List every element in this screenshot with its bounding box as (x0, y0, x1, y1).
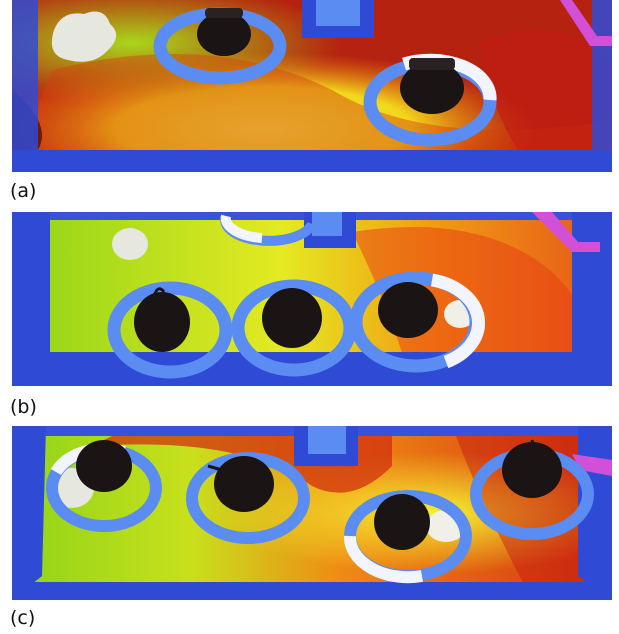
panel-b-photo (12, 212, 612, 386)
panel-a-photo (12, 0, 612, 172)
panel-c-photo (12, 426, 612, 600)
panel-a-label: (a) (10, 180, 37, 202)
robot (374, 494, 430, 550)
robot (400, 58, 464, 114)
robot (134, 287, 190, 352)
robot (76, 440, 132, 492)
robot (197, 8, 251, 56)
panel-b-label: (b) (10, 396, 37, 418)
robot (378, 282, 438, 338)
robot (262, 288, 322, 348)
robot (207, 456, 274, 512)
panel-c-label: (c) (10, 607, 36, 629)
robot (502, 439, 562, 498)
